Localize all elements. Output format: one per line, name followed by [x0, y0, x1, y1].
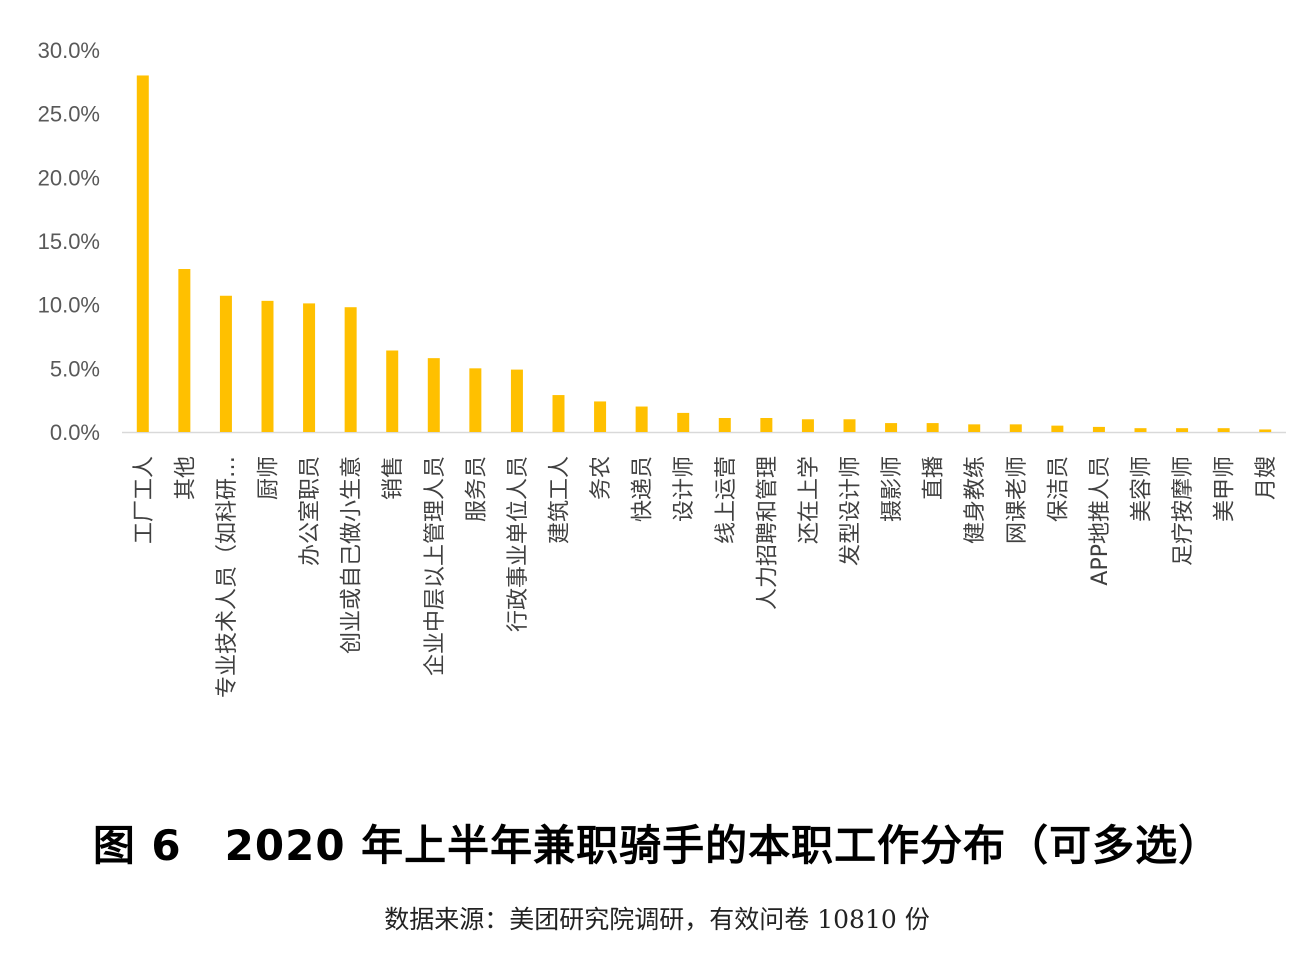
- bar: [677, 412, 690, 432]
- x-tick-label: 足疗按摩师: [1171, 456, 1196, 566]
- bar: [427, 358, 440, 432]
- bar: [386, 350, 399, 432]
- x-tick-label: 建筑工人: [548, 456, 573, 544]
- bar: [136, 75, 149, 432]
- bar: [594, 401, 607, 432]
- y-tick-label: 5.0%: [50, 356, 100, 381]
- y-tick-label: 25.0%: [38, 102, 100, 127]
- x-tick-label: 健身教练: [963, 456, 988, 544]
- x-tick-label: APP地推人员: [1088, 456, 1113, 586]
- x-tick-label: 设计师: [672, 456, 697, 522]
- bar: [843, 419, 856, 432]
- y-axis: 0.0% 5.0% 10.0% 15.0% 20.0% 25.0% 30.0%: [38, 38, 100, 445]
- bar: [718, 417, 731, 432]
- x-axis: 工厂工人 其他 专业技术人员（如科研… 厨师 办公室职员 创业或自己做小生意 销售 企业中层以…: [132, 456, 1279, 698]
- bar: [552, 395, 565, 432]
- bar: [1134, 428, 1147, 432]
- bars: [136, 75, 1272, 432]
- x-tick-label: 办公室职员: [298, 456, 323, 566]
- bar: [1092, 426, 1105, 432]
- x-tick-label: 厨师: [257, 456, 282, 500]
- bar: [760, 417, 773, 432]
- x-tick-label: 直播: [922, 456, 947, 500]
- x-tick-label: 销售: [381, 456, 406, 500]
- bar: [1176, 428, 1189, 432]
- x-tick-label: 其他: [173, 456, 198, 500]
- y-tick-label: 15.0%: [38, 229, 100, 254]
- data-source-note: 数据来源：美团研究院调研，有效问卷 10810 份: [384, 905, 930, 934]
- bar: [1259, 429, 1272, 432]
- bar: [261, 300, 274, 432]
- x-tick-label: 快递员: [631, 456, 656, 522]
- bar: [1009, 424, 1022, 432]
- x-tick-label: 人力招聘和管理: [755, 456, 780, 610]
- bar: [635, 406, 648, 432]
- x-tick-label: 服务员: [464, 456, 489, 522]
- x-tick-label: 发型设计师: [839, 456, 864, 566]
- x-tick-label: 美甲师: [1213, 456, 1238, 522]
- bar: [219, 295, 232, 432]
- y-tick-label: 30.0%: [38, 38, 100, 63]
- x-tick-label: 保洁员: [1046, 456, 1071, 522]
- x-tick-label: 网课老师: [1005, 456, 1030, 544]
- bar: [885, 423, 898, 432]
- x-tick-label: 月嫂: [1254, 456, 1279, 500]
- x-tick-label: 还在上学: [797, 456, 822, 544]
- x-tick-label: 企业中层以上管理人员: [423, 456, 448, 676]
- bar: [344, 307, 357, 432]
- bar-chart: 0.0% 5.0% 10.0% 15.0% 20.0% 25.0% 30.0% 工厂工人 其他…: [38, 38, 1286, 698]
- bar: [303, 303, 316, 432]
- bar: [510, 369, 523, 432]
- bar: [1217, 428, 1230, 432]
- bar: [469, 368, 482, 432]
- y-tick-label: 20.0%: [38, 165, 100, 190]
- bar: [926, 423, 939, 432]
- bar: [968, 424, 981, 432]
- chart-title: 图 6 2020 年上半年兼职骑手的本职工作分布（可多选）: [92, 821, 1222, 870]
- bar: [801, 419, 814, 432]
- x-tick-label: 专业技术人员（如科研…: [215, 456, 240, 698]
- x-tick-label: 创业或自己做小生意: [340, 456, 365, 654]
- x-tick-label: 行政事业单位人员: [506, 456, 531, 632]
- x-tick-label: 线上运营: [714, 456, 739, 544]
- x-tick-label: 摄影师: [880, 456, 905, 522]
- x-tick-label: 务农: [589, 456, 614, 500]
- x-tick-label: 工厂工人: [132, 456, 157, 544]
- y-tick-label: 0.0%: [50, 420, 100, 445]
- bar: [1051, 425, 1064, 432]
- bar: [178, 269, 191, 432]
- x-tick-label: 美容师: [1130, 456, 1155, 522]
- y-tick-label: 10.0%: [38, 293, 100, 318]
